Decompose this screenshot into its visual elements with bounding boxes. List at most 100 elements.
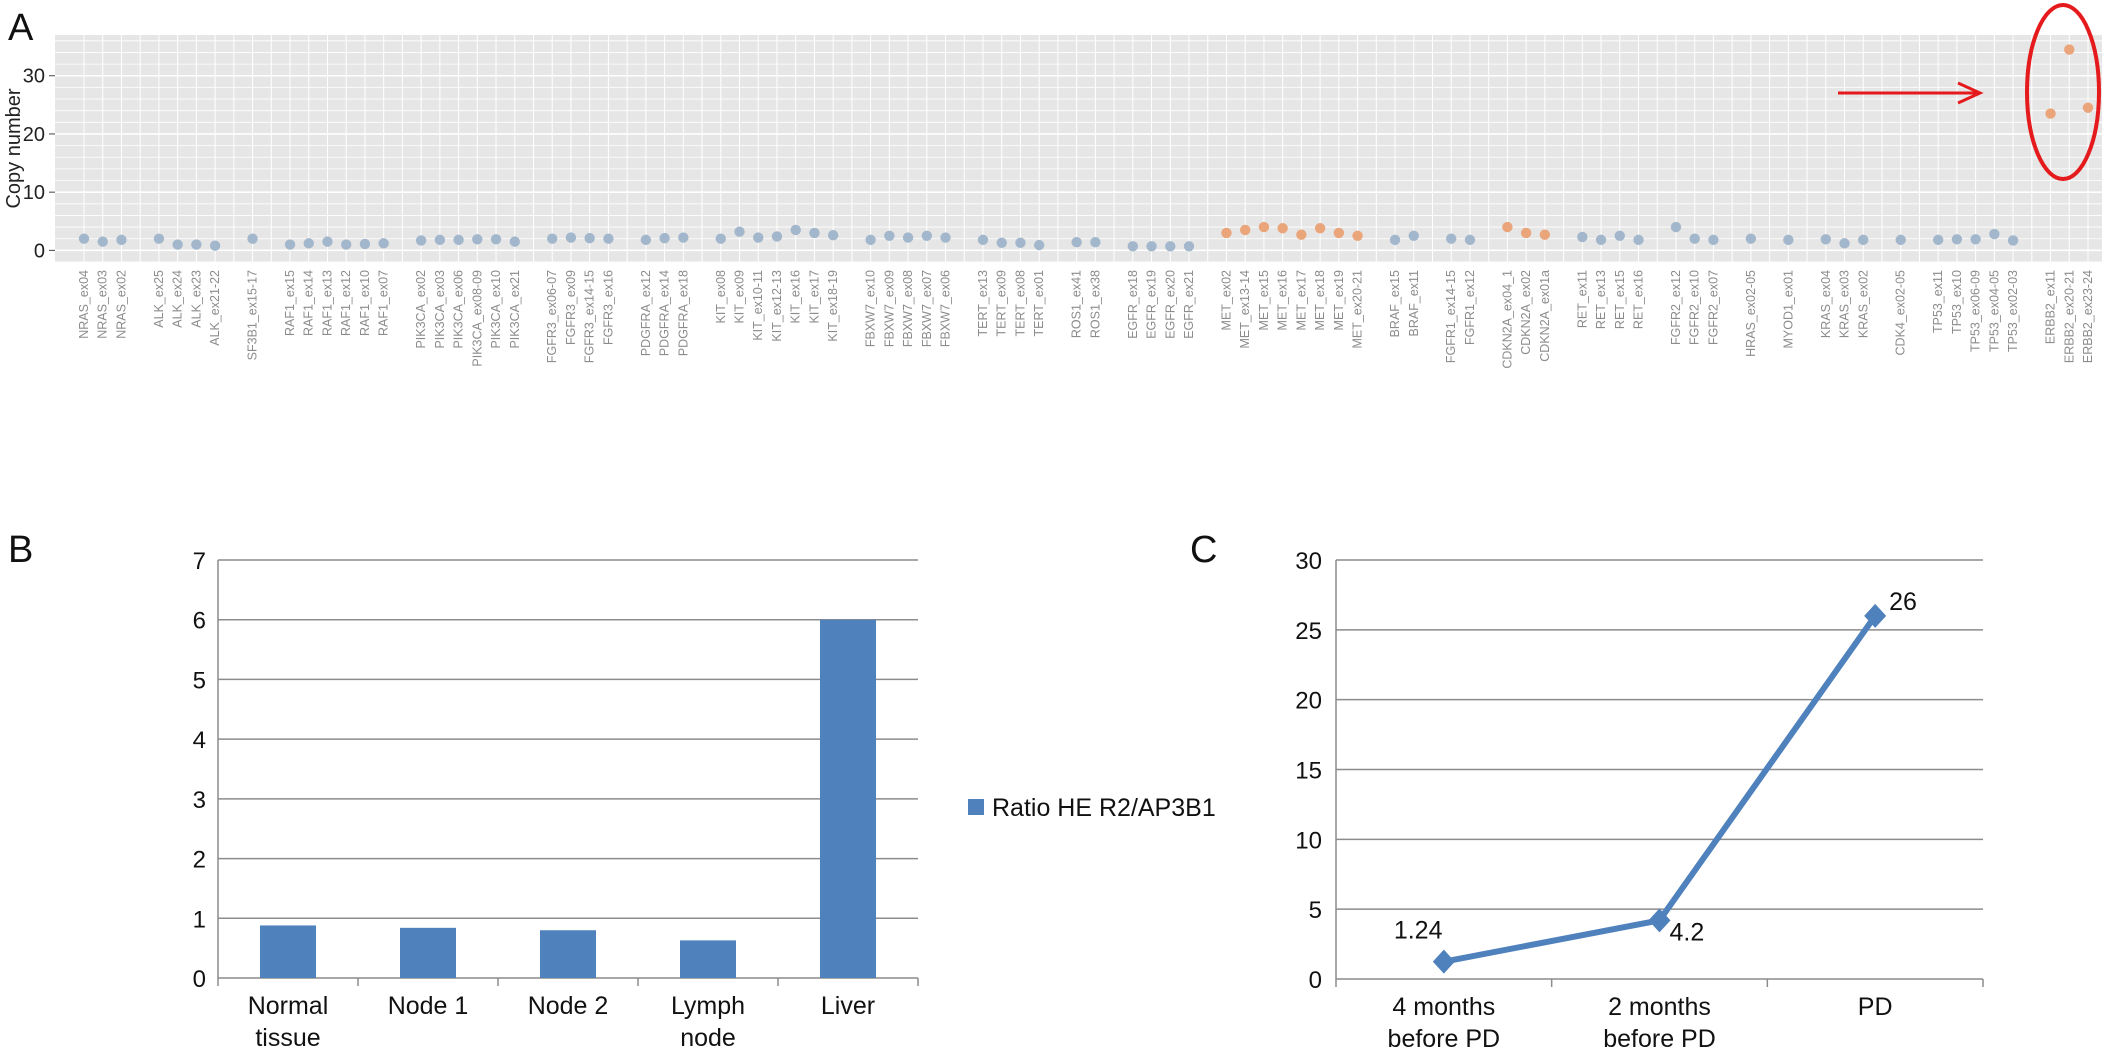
x-tick-label-a: RET_ex15 xyxy=(1613,270,1627,329)
data-point-a xyxy=(1071,237,1082,248)
legend-swatch-b xyxy=(968,799,984,815)
plot-area-a xyxy=(55,35,2102,262)
data-point-a xyxy=(1932,234,1944,246)
y-axis-label-a: Copy number xyxy=(3,88,25,208)
x-tick-label-b: Normal tissue xyxy=(248,992,329,1052)
x-tick-label-a: PIK3CA_ex06 xyxy=(452,270,466,349)
data-point-a xyxy=(678,232,689,243)
x-tick-label-a: KIT_ex10-11 xyxy=(751,270,765,341)
x-tick-label-a: EGFR_ex19 xyxy=(1145,270,1159,339)
data-point-a xyxy=(247,233,258,244)
y-tick-label-c: 5 xyxy=(1309,897,1322,924)
x-tick-label-a: PDGFRA_ex14 xyxy=(658,270,672,356)
data-label-c: 4.2 xyxy=(1670,918,1705,946)
x-tick-label-a: RET_ex11 xyxy=(1575,270,1589,328)
x-tick-label-a: NRAS_ex02 xyxy=(114,270,128,339)
y-tick-label-c: 15 xyxy=(1295,758,1322,785)
x-tick-label-a: FGFR3_ex16 xyxy=(601,270,615,345)
x-tick-label-a: TP53_ex06-09 xyxy=(1969,270,1983,352)
x-tick-label-a: RAF1_ex10 xyxy=(358,270,372,336)
data-point-a xyxy=(378,238,389,249)
x-tick-label-a: RAF1_ex12 xyxy=(339,270,353,336)
x-tick-label-a: KRAS_ex04 xyxy=(1819,270,1833,338)
data-point-a xyxy=(734,226,745,237)
y-tick-label-b: 6 xyxy=(193,608,206,635)
data-point-a xyxy=(453,234,464,246)
x-tick-label-a: TP53_ex10 xyxy=(1950,270,1964,334)
x-tick-label-a: PDGFRA_ex12 xyxy=(639,270,653,356)
x-tick-label-a: ERBB2_ex20-21 xyxy=(2062,270,2076,363)
x-tick-label-a: ALK_ex23 xyxy=(189,270,203,328)
x-tick-label-c: 4 months before PD xyxy=(1388,993,1501,1053)
data-point-a xyxy=(902,232,914,243)
data-point-a xyxy=(603,233,614,244)
y-tick-label-a: 30 xyxy=(23,66,45,88)
data-point-a xyxy=(116,234,127,246)
data-point-a xyxy=(771,231,783,242)
highlight-arrow-head xyxy=(1957,81,1984,105)
x-tick-label-a: KIT_ex08 xyxy=(714,270,728,324)
data-point-a xyxy=(509,236,520,247)
x-tick-label-a: ALK_ex24 xyxy=(171,270,185,328)
x-tick-label-a: FBXW7_ex07 xyxy=(920,270,934,347)
data-point-a xyxy=(1352,230,1363,242)
data-point-a xyxy=(1614,230,1625,242)
x-tick-label-a: RAF1_ex13 xyxy=(320,270,334,336)
x-tick-label-a: PIK3CA_ex10 xyxy=(489,270,503,349)
bar xyxy=(400,927,456,978)
y-tick-label-a: 10 xyxy=(23,182,45,204)
y-tick-label-b: 7 xyxy=(193,548,206,575)
data-point-a xyxy=(1258,221,1270,233)
data-point-a xyxy=(1858,234,1869,246)
data-label-c: 26 xyxy=(1889,588,1917,616)
data-point-a xyxy=(153,233,165,244)
data-point-a xyxy=(940,232,951,243)
y-tick-label-c: 0 xyxy=(1309,967,1322,994)
data-point-a xyxy=(1670,221,1682,233)
x-tick-label-a: FGFR3_ex09 xyxy=(564,270,578,345)
x-tick-label-a: PIK3CA_ex02 xyxy=(414,270,428,349)
data-point-a xyxy=(547,233,558,244)
x-tick-label-b: Node 1 xyxy=(388,992,469,1020)
data-point-a xyxy=(1820,234,1831,245)
panel-c-line-chart: C 0 5 10 15 20 25 30 1.24 4.2 26 4 months before PD… xyxy=(1190,529,1984,1053)
x-tick-label-a: FGFR3_ex14-15 xyxy=(583,270,597,363)
x-tick-label-a: FGFR3_ex06-07 xyxy=(545,270,559,363)
data-point-a xyxy=(1951,234,1963,245)
data-point-a xyxy=(1502,221,1513,233)
data-point-a xyxy=(1708,234,1719,246)
y-tick-label-c: 30 xyxy=(1295,548,1322,575)
y-tick-label-b: 2 xyxy=(193,847,206,874)
x-tick-label-a: FGFR2_ex10 xyxy=(1688,270,1702,345)
x-tick-label-a: FBXW7_ex06 xyxy=(939,270,953,347)
data-point-a xyxy=(1090,237,1101,248)
x-tick-label-a: KIT_ex12-13 xyxy=(770,270,784,342)
y-tick-label-c: 20 xyxy=(1295,688,1322,715)
x-tick-label-a: NRAS_ex04 xyxy=(77,270,91,339)
data-point-a xyxy=(659,232,670,244)
bar xyxy=(820,619,876,978)
data-point-a xyxy=(1221,227,1232,239)
x-tick-label-a: FBXW7_ex10 xyxy=(864,270,878,347)
data-point-a xyxy=(1183,241,1195,252)
x-tick-label-a: ERBB2_ex23-24 xyxy=(2081,270,2095,363)
data-point-a xyxy=(303,238,314,249)
data-label-c: 1.24 xyxy=(1394,917,1443,945)
x-tick-label-a: KIT_ex09 xyxy=(733,270,747,324)
data-point-a xyxy=(1015,237,1026,248)
data-point-a xyxy=(1033,239,1045,251)
data-point-a xyxy=(2045,108,2056,119)
data-point-a xyxy=(1989,228,2000,240)
data-point-a xyxy=(2082,102,2094,113)
data-marker-c xyxy=(1864,603,1887,628)
x-tick-label-a: MET_ex16 xyxy=(1276,270,1290,330)
x-tick-label-a: PIK3CA_ex08-09 xyxy=(470,270,484,367)
data-point-a xyxy=(809,227,820,239)
data-point-a xyxy=(584,232,595,244)
x-tick-label-a: ROS1_ex41 xyxy=(1070,270,1084,338)
x-tick-label-a: KRAS_ex02 xyxy=(1856,270,1870,338)
bar xyxy=(680,940,736,978)
x-tick-label-a: HRAS_ex02-05 xyxy=(1744,270,1758,357)
